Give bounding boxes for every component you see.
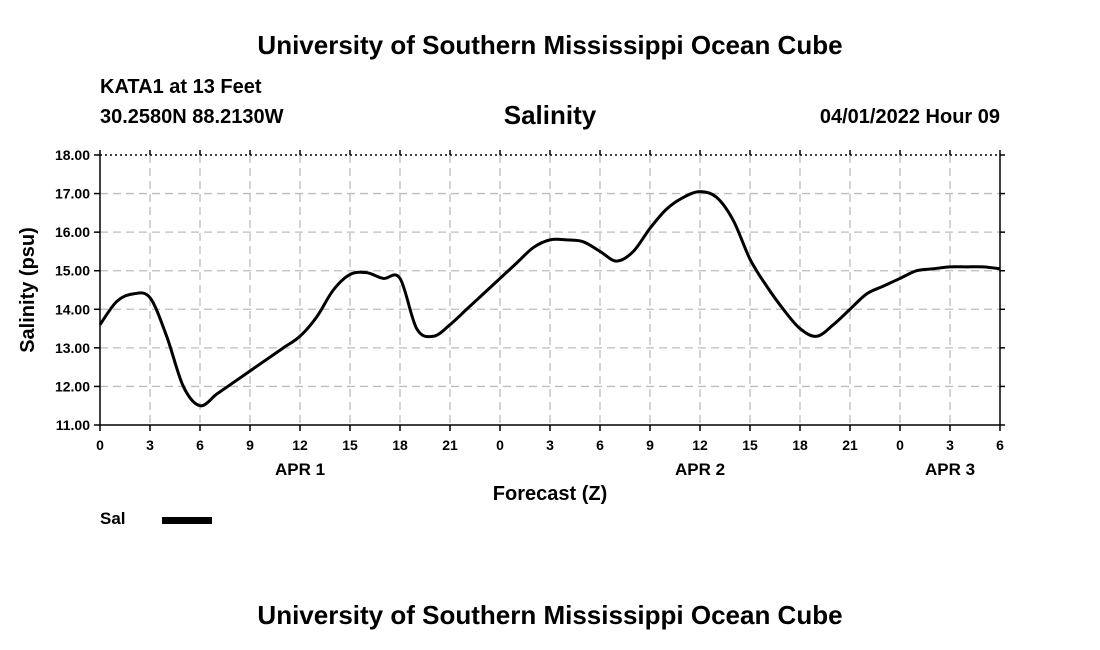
x-tick-label: 21 — [442, 437, 458, 453]
x-tick-label: 21 — [842, 437, 858, 453]
y-axis-label: Salinity (psu) — [17, 227, 39, 353]
x-tick-label: 15 — [342, 437, 358, 453]
station-label: KATA1 at 13 Feet — [100, 76, 262, 98]
x-tick-label: 0 — [496, 437, 504, 453]
x-tick-label: 0 — [96, 437, 104, 453]
x-tick-label: 6 — [996, 437, 1004, 453]
x-tick-label: 15 — [742, 437, 758, 453]
x-tick-label: 3 — [546, 437, 554, 453]
day-label: APR 3 — [925, 460, 975, 479]
legend-swatch-sal — [162, 517, 212, 524]
series-layer — [98, 190, 1001, 408]
x-tick-label: 18 — [392, 437, 408, 453]
series-line-sal — [98, 190, 1001, 408]
y-tick-label: 15.00 — [55, 263, 90, 279]
y-tick-label: 13.00 — [55, 340, 90, 356]
grid-layer — [100, 155, 1000, 425]
x-tick-label: 12 — [692, 437, 708, 453]
chart-title: Salinity — [503, 100, 597, 130]
y-tick-label: 17.00 — [55, 186, 90, 202]
x-tick-label: 18 — [792, 437, 808, 453]
y-tick-label: 18.00 — [55, 147, 90, 163]
y-tick-label: 16.00 — [55, 224, 90, 240]
x-tick-label: 3 — [946, 437, 954, 453]
salinity-chart: 11.00 12.00 13.00 14.00 15.00 16.00 17.00 18.00… — [17, 147, 1005, 505]
y-tick-label: 14.00 — [55, 301, 90, 317]
x-tick-label: 12 — [292, 437, 308, 453]
day-label: APR 2 — [675, 460, 725, 479]
station-coordinates: 30.2580N 88.2130W — [100, 106, 284, 128]
x-tick-label: 6 — [596, 437, 604, 453]
x-tick-label: 0 — [896, 437, 904, 453]
axis-layer: 11.00 12.00 13.00 14.00 15.00 16.00 17.00 18.00… — [55, 147, 1005, 479]
footer-title: University of Southern Mississippi Ocean… — [257, 600, 843, 630]
forecast-datetime: 04/01/2022 Hour 09 — [819, 106, 1000, 128]
x-axis-label: Forecast (Z) — [493, 483, 607, 505]
legend-label-sal: Sal — [100, 509, 126, 528]
x-tick-label: 6 — [196, 437, 204, 453]
y-tick-label: 12.00 — [55, 378, 90, 394]
chart-page-title: University of Southern Mississippi Ocean… — [257, 30, 843, 60]
x-tick-label: 3 — [146, 437, 154, 453]
day-label: APR 1 — [275, 460, 325, 479]
y-tick-label: 11.00 — [56, 417, 90, 433]
x-tick-label: 9 — [646, 437, 654, 453]
x-tick-label: 9 — [246, 437, 254, 453]
